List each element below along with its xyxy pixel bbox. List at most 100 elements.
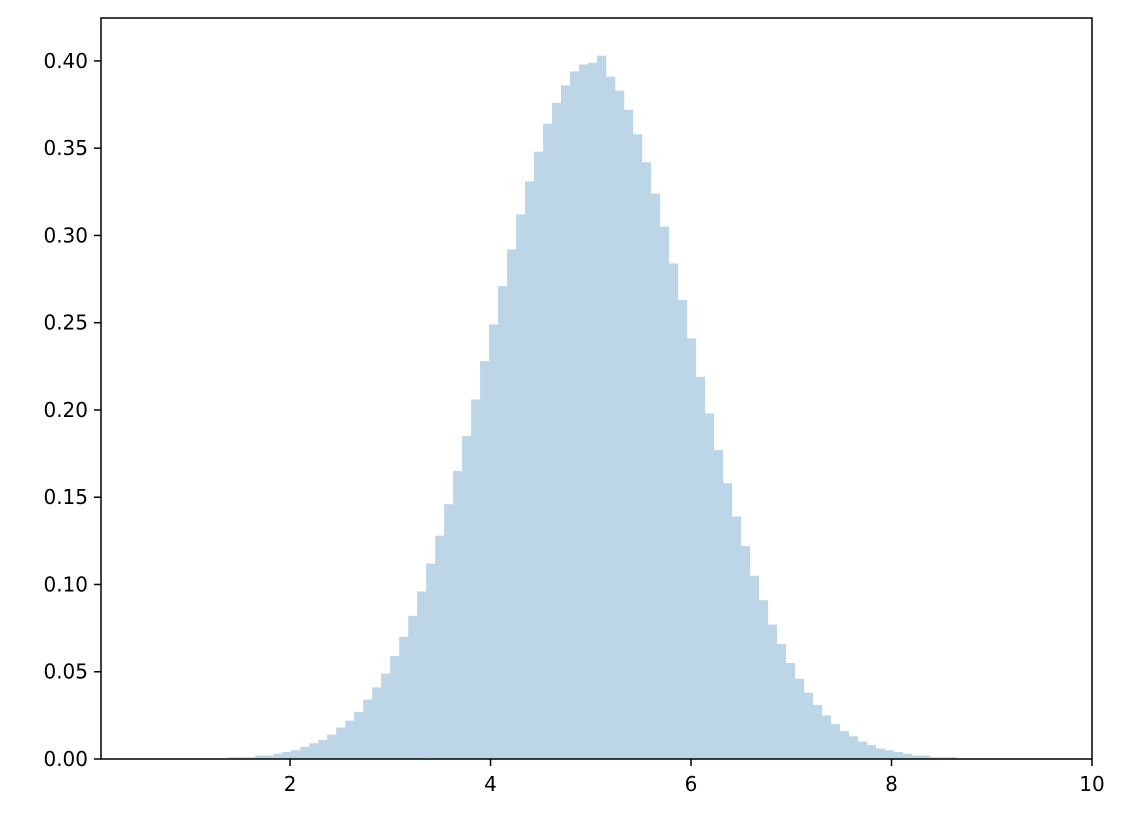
x-tick-label: 6 [685, 772, 698, 796]
histogram-bar [327, 734, 337, 759]
histogram-bar [929, 757, 939, 759]
histogram-bar [345, 720, 355, 759]
x-axis: 2 4 6 8 10 [284, 759, 1105, 796]
histogram-bar [596, 55, 607, 759]
plot-frame [100, 17, 1093, 760]
histogram-bar [713, 450, 724, 759]
y-tick-label: 0.05 [43, 660, 88, 684]
bars-group [228, 55, 957, 760]
histogram-bar [848, 736, 859, 759]
histogram-bar [336, 727, 346, 759]
histogram-bar [309, 743, 319, 759]
histogram-bar [462, 436, 472, 759]
histogram-bar [614, 90, 625, 760]
histogram-bar [318, 739, 328, 759]
histogram-bar [480, 361, 490, 759]
histogram-bar [731, 516, 742, 759]
histogram-bar [605, 76, 616, 760]
histogram-bar [884, 750, 894, 759]
histogram-bar [399, 636, 409, 759]
histogram-bar [408, 615, 418, 759]
histogram-bar [767, 624, 778, 759]
histogram-bar [722, 483, 733, 759]
x-tick-label: 10 [1079, 772, 1104, 796]
x-tick-label: 8 [885, 772, 898, 796]
histogram-bar [812, 704, 823, 759]
histogram-bar [552, 102, 562, 759]
histogram-bar [255, 755, 265, 759]
histogram-bar [453, 471, 463, 759]
histogram-bar [695, 376, 706, 759]
histogram-bar [525, 181, 535, 760]
histogram-bar [282, 752, 292, 759]
histogram-bar [947, 757, 957, 759]
histogram-bar [704, 413, 715, 759]
histogram-bar [435, 535, 445, 759]
y-tick-label: 0.00 [43, 747, 88, 771]
y-tick-label: 0.30 [43, 223, 88, 247]
histogram-bar [740, 546, 751, 759]
histogram-bar [444, 504, 454, 759]
histogram-bar [803, 692, 814, 759]
x-tick-label: 4 [484, 772, 497, 796]
histogram-bar [659, 226, 670, 760]
histogram-bar [830, 724, 841, 759]
y-tick-label: 0.35 [43, 136, 88, 160]
histogram-bar [578, 64, 589, 759]
histogram-bar [426, 563, 436, 759]
histogram-bar [543, 123, 553, 759]
y-tick-label: 0.10 [43, 572, 88, 596]
histogram-bar [471, 399, 481, 759]
y-tick-label: 0.25 [43, 311, 88, 335]
histogram-bar [623, 109, 634, 760]
histogram-bar [264, 755, 274, 759]
histogram-bar [650, 193, 661, 759]
histogram-bar [300, 746, 310, 759]
histogram-bar [237, 757, 247, 759]
histogram-bar [902, 753, 912, 759]
histogram-bar [291, 750, 301, 759]
histogram-bar [372, 687, 382, 759]
histogram-bar [857, 741, 868, 759]
histogram-bar [507, 249, 517, 759]
histogram-bar [498, 286, 508, 759]
histogram-bar [911, 755, 921, 759]
histogram-bar [632, 134, 643, 759]
y-axis: 0.00 0.05 0.10 0.15 0.20 0.25 0.30 0.35 0.40 [43, 49, 101, 771]
histogram-bar [569, 71, 580, 759]
histogram-bar [561, 85, 571, 759]
histogram-bar [893, 752, 903, 759]
histogram-bar [516, 214, 526, 760]
histogram-bar [839, 731, 850, 759]
histogram-bar [668, 263, 679, 759]
histogram-bar [866, 745, 877, 759]
histogram-bar [758, 600, 769, 759]
histogram-bar [794, 678, 805, 759]
histogram-bar [920, 755, 930, 759]
y-tick-label: 0.20 [43, 398, 88, 422]
histogram-bar [246, 757, 256, 759]
histogram-bar [390, 656, 400, 759]
x-tick-label: 2 [284, 772, 297, 796]
histogram-bar [821, 715, 832, 759]
histogram-bar [273, 753, 283, 759]
histogram-bar [776, 643, 787, 759]
histogram-bar [875, 748, 886, 759]
histogram-bar [417, 591, 427, 759]
histogram-bar [587, 62, 598, 760]
histogram-bar [228, 757, 238, 759]
histogram-bar [749, 575, 760, 759]
histogram-bar [489, 324, 499, 759]
histogram-bar [785, 663, 796, 759]
histogram-bar [363, 699, 373, 759]
y-tick-label: 0.40 [43, 49, 88, 73]
histogram-bar [354, 711, 364, 759]
histogram-bar [677, 300, 688, 759]
histogram-bar [938, 757, 948, 759]
histogram-bar [641, 162, 652, 760]
histogram-bar [381, 673, 391, 759]
histogram-bar [534, 151, 544, 759]
histogram-bar [686, 338, 697, 759]
y-tick-label: 0.15 [43, 485, 88, 509]
